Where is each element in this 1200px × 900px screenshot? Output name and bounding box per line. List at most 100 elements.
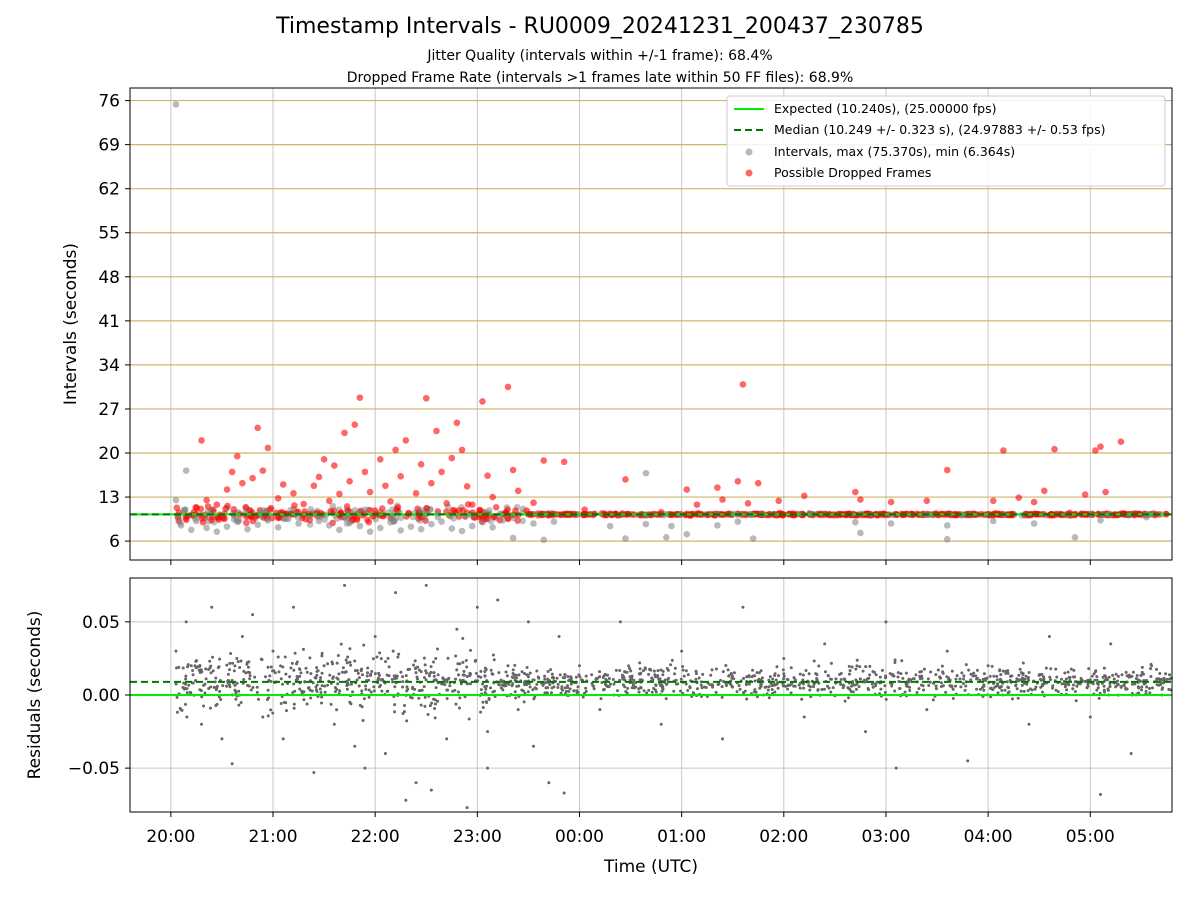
residual-point	[654, 683, 658, 687]
residual-point	[204, 667, 208, 671]
residual-point	[330, 660, 334, 664]
residual-point	[525, 673, 529, 677]
residual-point	[486, 766, 490, 770]
residual-point	[458, 662, 462, 666]
residual-point	[721, 737, 725, 741]
residual-point	[741, 691, 745, 695]
residual-point	[858, 677, 862, 681]
residual-point	[922, 667, 926, 671]
interval-point	[458, 527, 466, 535]
residual-point	[279, 664, 283, 668]
dropped-frame-point	[387, 498, 394, 505]
interval-point	[479, 518, 486, 526]
residual-point	[724, 682, 728, 686]
residual-point	[964, 663, 968, 667]
residual-point	[606, 673, 610, 677]
interval-point	[943, 522, 951, 529]
dropped-frame-point	[230, 506, 238, 513]
residual-point	[372, 685, 376, 689]
residual-point	[950, 669, 954, 673]
residual-point	[214, 688, 218, 692]
residual-point	[846, 686, 850, 690]
residual-point	[526, 690, 530, 694]
residual-point	[320, 684, 324, 688]
dropped-frame-point	[392, 446, 399, 454]
intervals-horizontal-grid	[130, 99, 1172, 542]
residual-point	[962, 674, 966, 678]
residual-point	[1066, 670, 1070, 674]
residual-point	[812, 682, 816, 686]
residual-point	[246, 665, 250, 669]
residual-point	[320, 651, 324, 655]
residual-point	[234, 697, 238, 701]
residual-point	[577, 664, 581, 668]
dropped-frame-point	[300, 500, 307, 508]
dropped-frames-series	[198, 381, 1125, 517]
residual-point	[945, 649, 949, 653]
residual-point	[823, 642, 827, 646]
residual-point	[1093, 678, 1097, 682]
residual-point	[364, 687, 368, 691]
residual-point	[302, 698, 306, 702]
residual-point	[209, 671, 213, 675]
dropped-frame-point	[198, 437, 205, 444]
dropped-frame-point	[249, 474, 256, 482]
dropped-frame-point	[223, 486, 231, 493]
residual-point	[559, 691, 563, 695]
residual-point	[900, 659, 904, 663]
residual-point	[240, 635, 244, 638]
legend-box	[726, 95, 1166, 187]
residual-point	[1060, 682, 1064, 686]
residual-point	[320, 654, 324, 658]
intervals-y-tick-label: 62	[98, 180, 120, 200]
residual-point	[204, 677, 208, 681]
residual-point	[643, 667, 647, 671]
residual-point	[1112, 677, 1116, 681]
dropped-frame-point	[800, 492, 808, 500]
residual-point	[198, 670, 202, 674]
residual-point	[1007, 686, 1011, 690]
residual-point	[998, 668, 1002, 672]
residual-point	[211, 669, 215, 673]
residual-point	[233, 688, 237, 692]
residual-point	[745, 697, 749, 701]
residual-point	[533, 686, 537, 690]
residual-point	[422, 685, 426, 689]
residual-point	[730, 676, 734, 680]
residual-point	[547, 781, 551, 785]
residual-point	[770, 688, 774, 692]
interval-point	[175, 514, 183, 522]
residual-point	[425, 671, 429, 675]
residual-point	[1137, 686, 1141, 690]
residual-point	[660, 689, 664, 693]
residual-point	[852, 683, 856, 687]
residual-point	[1004, 669, 1008, 673]
residual-point	[182, 687, 186, 691]
dropped-frame-point	[173, 504, 181, 512]
residual-point	[347, 678, 351, 682]
time-x-tick-label: 05:00	[1066, 827, 1115, 847]
residual-point	[273, 671, 277, 675]
residuals-panel: −0.05 0.00 0.05 20:00 21:00 22:00 23:00 00:00 0…	[25, 577, 1173, 877]
residual-point	[1168, 673, 1172, 677]
residual-point	[823, 670, 827, 674]
dropped-frame-point	[1097, 443, 1104, 451]
residual-point	[355, 669, 359, 673]
residual-point	[854, 678, 858, 682]
residual-point	[476, 674, 480, 678]
interval-point	[1030, 520, 1038, 527]
residual-point	[522, 672, 526, 676]
dropped-frame-point	[246, 506, 254, 514]
residual-point	[904, 671, 908, 675]
residual-point	[714, 667, 718, 671]
residual-point	[939, 685, 943, 689]
interval-point	[663, 534, 670, 541]
residual-point	[353, 744, 357, 748]
residual-point	[899, 672, 903, 676]
residual-point	[1098, 691, 1102, 695]
residual-point	[1067, 683, 1071, 687]
residual-point	[1033, 687, 1037, 691]
residual-point	[344, 658, 348, 662]
residual-point	[1038, 677, 1042, 681]
residual-point	[226, 681, 230, 685]
